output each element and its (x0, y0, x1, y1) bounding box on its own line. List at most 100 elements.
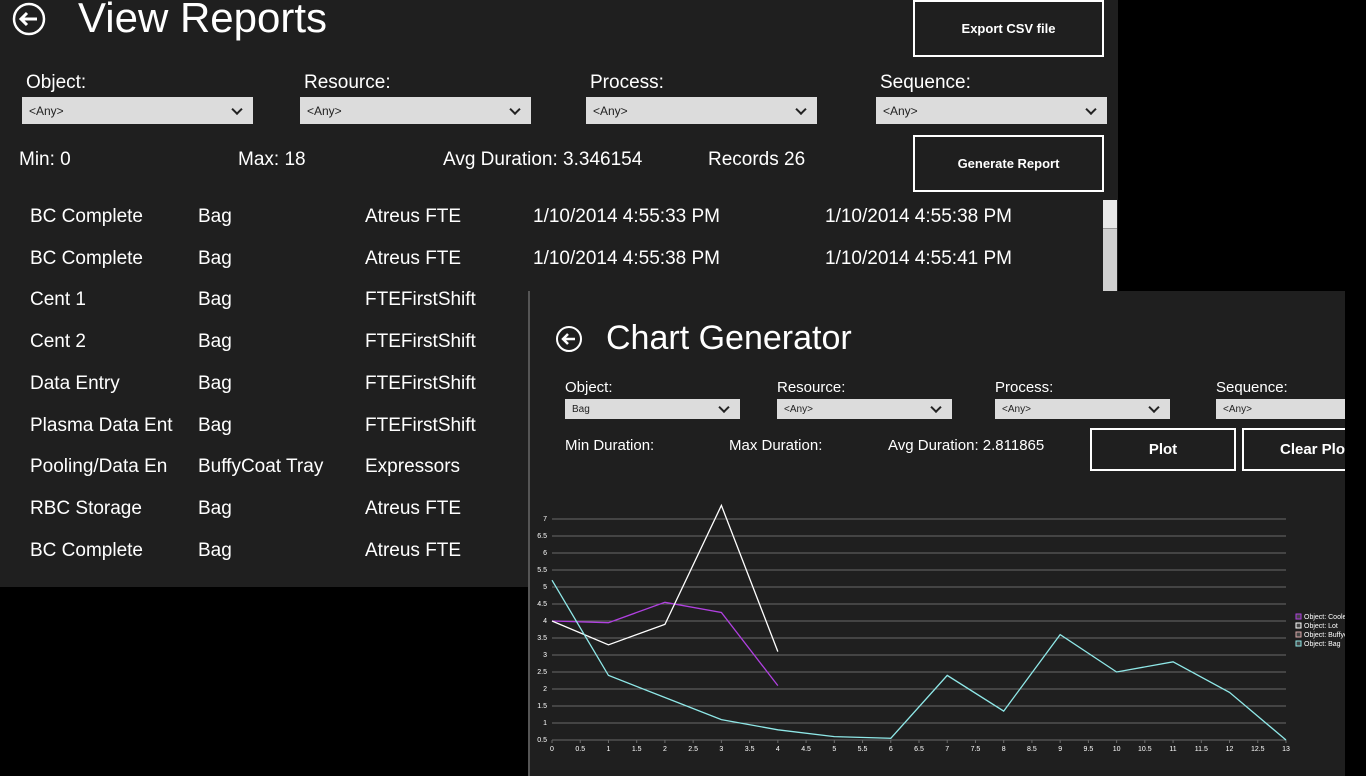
y-tick-label: 1.5 (537, 703, 547, 710)
legend-label: Object: Buffyc (1304, 632, 1345, 639)
filter-dropdown[interactable]: <Any> (1216, 399, 1345, 419)
series-line (552, 505, 778, 651)
scroll-thumb[interactable] (1103, 200, 1117, 229)
table-cell: Bag (198, 331, 232, 353)
filter-dropdown[interactable]: <Any> (995, 399, 1170, 419)
y-tick-label: 2.5 (537, 669, 547, 676)
x-tick-label: 1 (607, 746, 611, 753)
filter-dropdown[interactable]: <Any> (586, 97, 817, 124)
legend-label: Object: Coole (1304, 614, 1345, 621)
table-cell: Atreus FTE (365, 498, 461, 520)
x-tick-label: 5 (832, 746, 836, 753)
y-tick-label: 2 (543, 686, 547, 693)
filter-label: Object: (565, 379, 613, 396)
x-tick-label: 11.5 (1195, 746, 1208, 753)
filter-dropdown[interactable]: <Any> (300, 97, 531, 124)
x-tick-label: 2 (663, 746, 667, 753)
filter-dropdown[interactable]: Bag (565, 399, 740, 419)
table-cell: BC Complete (30, 248, 143, 270)
filter-dropdown[interactable]: <Any> (777, 399, 952, 419)
y-tick-label: 4.5 (537, 601, 547, 608)
x-tick-label: 0.5 (575, 746, 585, 753)
table-cell: Bag (198, 206, 232, 228)
filter-dropdown[interactable]: <Any> (876, 97, 1107, 124)
legend-swatch (1296, 641, 1301, 646)
export-button[interactable]: Export CSV file (913, 0, 1104, 57)
x-tick-label: 0 (550, 746, 554, 753)
table-cell: Bag (198, 373, 232, 395)
x-tick-label: 8.5 (1027, 746, 1037, 753)
legend-swatch (1296, 623, 1301, 628)
y-tick-label: 5.5 (537, 567, 547, 574)
x-tick-label: 3.5 (745, 746, 755, 753)
table-cell: Bag (198, 540, 232, 562)
y-tick-label: 4 (543, 618, 547, 625)
table-cell: FTEFirstShift (365, 331, 476, 353)
table-cell: Bag (198, 415, 232, 437)
table-cell: Cent 1 (30, 289, 86, 311)
y-tick-label: 3 (543, 652, 547, 659)
filter-label: Sequence: (880, 72, 971, 94)
x-tick-label: 5.5 (858, 746, 868, 753)
series-line (552, 602, 778, 685)
x-tick-label: 2.5 (688, 746, 698, 753)
legend-swatch (1296, 632, 1301, 637)
table-cell: 1/10/2014 4:55:33 PM (533, 206, 720, 228)
filter-label: Object: (26, 72, 86, 94)
y-tick-label: 0.5 (537, 737, 547, 744)
back-button[interactable] (10, 2, 48, 40)
y-tick-label: 7 (543, 516, 547, 523)
table-cell: Bag (198, 289, 232, 311)
table-cell: BuffyCoat Tray (198, 456, 323, 478)
scrollbar[interactable] (1103, 200, 1117, 292)
table-cell: Atreus FTE (365, 248, 461, 270)
x-tick-label: 13 (1282, 746, 1290, 753)
y-tick-label: 1 (543, 720, 547, 727)
x-tick-label: 9.5 (1084, 746, 1094, 753)
x-tick-label: 10 (1113, 746, 1121, 753)
table-cell: FTEFirstShift (365, 415, 476, 437)
filter-label: Sequence: (1216, 379, 1288, 396)
x-tick-label: 4 (776, 746, 780, 753)
x-tick-label: 7 (945, 746, 949, 753)
x-tick-label: 3 (719, 746, 723, 753)
stat: Max: 18 (238, 149, 306, 171)
table-cell: Bag (198, 498, 232, 520)
legend-swatch (1296, 614, 1301, 619)
table-cell: RBC Storage (30, 498, 142, 520)
chart-window: Chart Generator Plot Clear Plot 0.511.52… (528, 291, 1345, 776)
table-cell: 1/10/2014 4:55:38 PM (825, 206, 1012, 228)
stat: Min Duration: (565, 437, 654, 454)
table-cell: Cent 2 (30, 331, 86, 353)
page-title: View Reports (78, 0, 327, 42)
y-tick-label: 5 (543, 584, 547, 591)
stat: Avg Duration: 2.811865 (888, 437, 1044, 454)
table-cell: 1/10/2014 4:55:41 PM (825, 248, 1012, 270)
x-tick-label: 9 (1058, 746, 1062, 753)
filter-dropdown[interactable]: <Any> (22, 97, 253, 124)
x-tick-label: 11 (1169, 746, 1176, 753)
y-tick-label: 6.5 (537, 533, 547, 540)
stat: Max Duration: (729, 437, 822, 454)
generate-button[interactable]: Generate Report (913, 135, 1104, 192)
table-cell: Atreus FTE (365, 540, 461, 562)
x-tick-label: 10.5 (1138, 746, 1152, 753)
table-cell: BC Complete (30, 540, 143, 562)
x-tick-label: 7.5 (971, 746, 981, 753)
y-tick-label: 6 (543, 550, 547, 557)
table-cell: Plasma Data Ent (30, 415, 173, 437)
table-cell: 1/10/2014 4:55:38 PM (533, 248, 720, 270)
table-cell: Data Entry (30, 373, 120, 395)
table-cell: Pooling/Data En (30, 456, 167, 478)
x-tick-label: 12 (1226, 746, 1234, 753)
stat: Records 26 (708, 149, 805, 171)
filter-label: Resource: (304, 72, 391, 94)
x-tick-label: 4.5 (801, 746, 811, 753)
table-cell: Expressors (365, 456, 460, 478)
x-tick-label: 8 (1002, 746, 1006, 753)
filter-label: Resource: (777, 379, 845, 396)
table-cell: Bag (198, 248, 232, 270)
x-tick-label: 6 (889, 746, 893, 753)
chart: 0.511.522.533.544.555.566.5700.511.522.5… (528, 291, 1345, 776)
